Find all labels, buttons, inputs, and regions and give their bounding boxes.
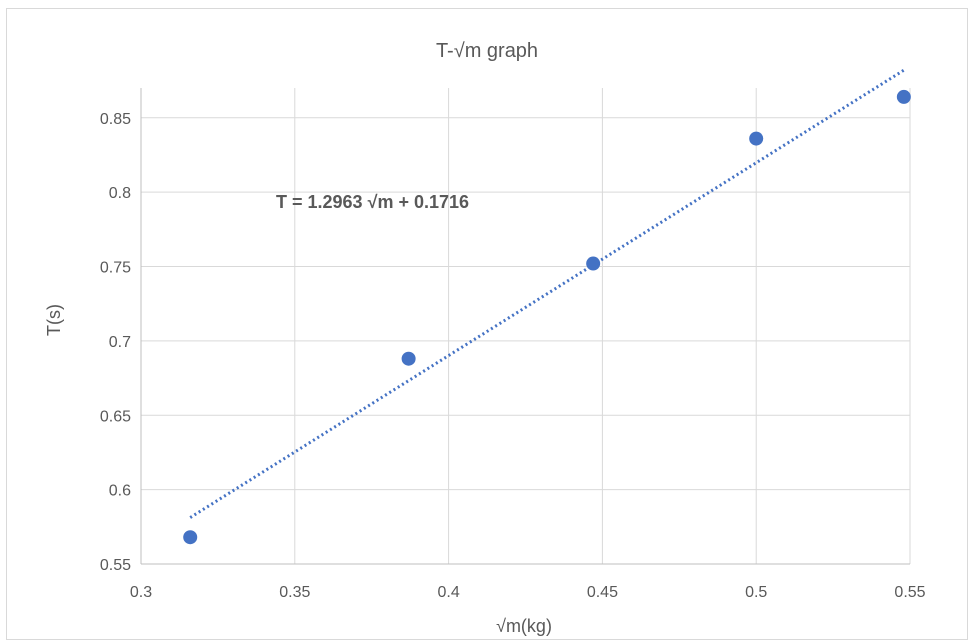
y-axis-label: T(s) [44,304,64,336]
data-point [183,530,198,545]
x-axis-label: √m(kg) [496,616,552,636]
trendline-equation: T = 1.2963 √m + 0.1716 [276,192,469,212]
grid-lines [141,88,911,564]
chart-frame [6,8,968,640]
x-tick-label: 0.5 [745,584,767,601]
y-tick-label: 0.65 [100,408,131,425]
chart-title: T-√m graph [436,40,538,62]
data-point [586,256,601,271]
x-tick-label: 0.45 [587,584,618,601]
y-tick-label: 0.7 [109,334,131,351]
y-tick-label: 0.8 [109,185,131,202]
data-point [401,351,416,366]
y-tick-label: 0.85 [100,111,131,128]
y-tick-label: 0.6 [109,483,131,500]
data-point [749,131,764,146]
x-tick-label: 0.4 [437,584,459,601]
axes [140,88,910,565]
trendline [189,68,905,519]
x-tick-label: 0.55 [894,584,925,601]
y-tick-label: 0.55 [100,557,131,574]
x-tick-label: 0.3 [130,584,152,601]
tick-labels: 0.3 0.35 0.4 0.45 0.5 0.55 0.55 0.6 0.65 0.7 0.75 0… [100,111,926,601]
trendline-group [189,68,905,519]
x-tick-label: 0.35 [279,584,310,601]
data-points [183,89,911,545]
y-tick-label: 0.75 [100,260,131,277]
data-point [896,89,911,104]
